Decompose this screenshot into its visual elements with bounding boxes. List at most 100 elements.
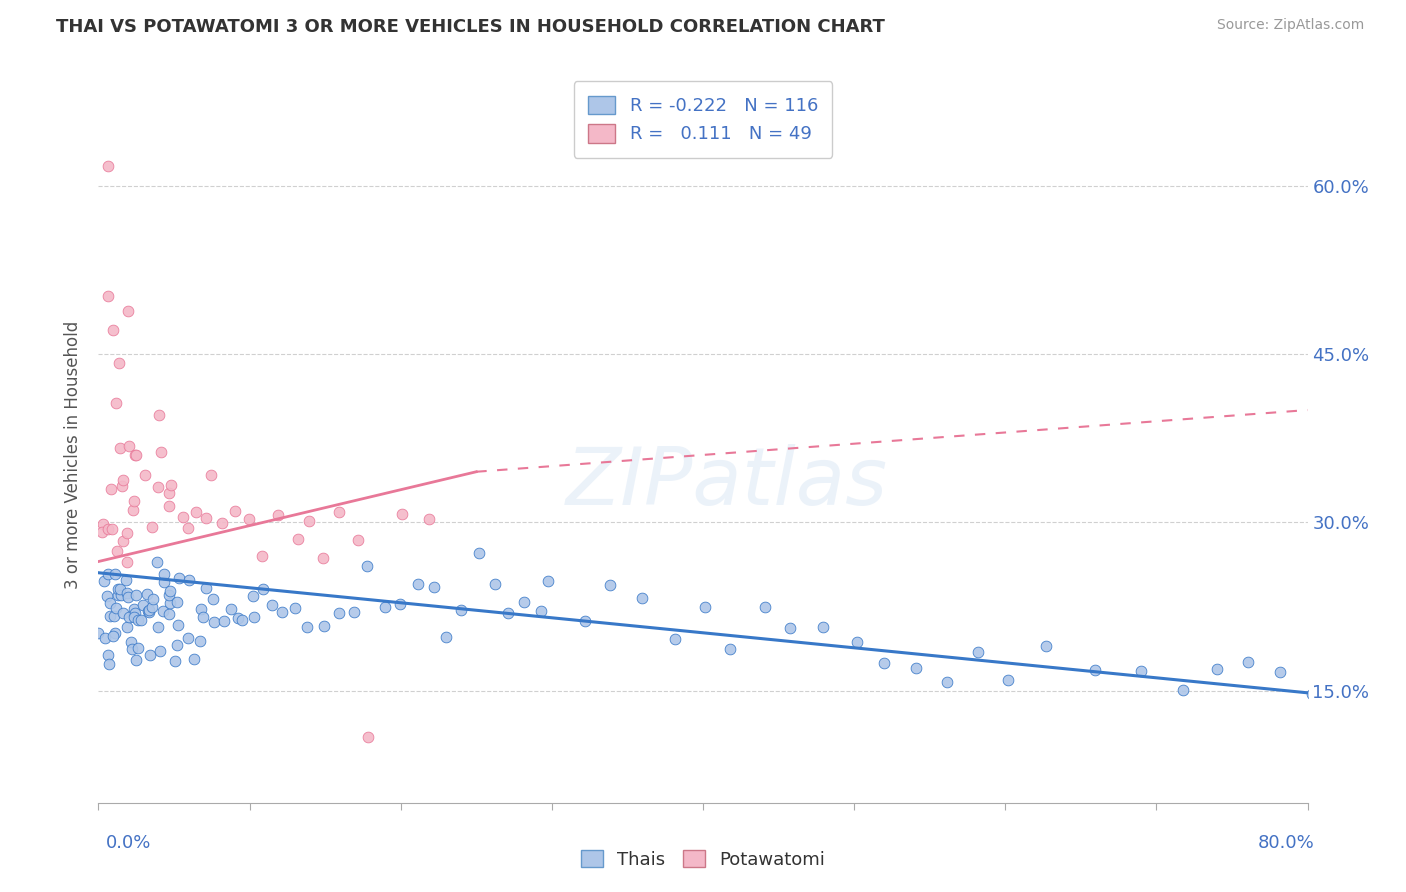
Point <box>754 600 776 615</box>
Point <box>91 516 114 531</box>
Point <box>342 605 364 619</box>
Point <box>148 408 170 422</box>
Text: THAI VS POTAWATOMI 3 OR MORE VEHICLES IN HOUSEHOLD CORRELATION CHART: THAI VS POTAWATOMI 3 OR MORE VEHICLES IN… <box>56 18 886 36</box>
Point <box>202 615 225 630</box>
Point <box>224 504 246 518</box>
Point <box>110 479 132 493</box>
Point <box>153 575 176 590</box>
Point <box>166 638 188 652</box>
Point <box>98 657 121 672</box>
Point <box>1035 639 1057 653</box>
Point <box>183 651 205 665</box>
Point <box>165 654 187 668</box>
Point <box>200 468 222 483</box>
Point <box>664 632 686 646</box>
Point <box>146 555 169 569</box>
Point <box>434 630 457 644</box>
Point <box>718 642 741 657</box>
Point <box>1206 662 1229 676</box>
Text: 0.0%: 0.0% <box>105 834 150 852</box>
Point <box>96 589 118 603</box>
Point <box>101 522 124 536</box>
Point <box>450 602 472 616</box>
Point <box>179 573 201 587</box>
Y-axis label: 3 or more Vehicles in Household: 3 or more Vehicles in Household <box>65 321 83 589</box>
Point <box>346 533 368 547</box>
Point <box>152 567 174 582</box>
Point <box>904 661 927 675</box>
Point <box>1171 683 1194 698</box>
Point <box>226 611 249 625</box>
Point <box>631 591 654 605</box>
Point <box>105 396 128 410</box>
Point <box>496 606 519 620</box>
Point <box>129 614 152 628</box>
Text: ZIPatlas: ZIPatlas <box>567 443 889 522</box>
Point <box>574 614 596 628</box>
Point <box>530 604 553 618</box>
Point <box>105 601 128 615</box>
Point <box>1237 655 1260 669</box>
Point <box>418 512 440 526</box>
Point <box>188 634 211 648</box>
Point <box>152 603 174 617</box>
Text: Source: ZipAtlas.com: Source: ZipAtlas.com <box>1216 18 1364 32</box>
Point <box>135 587 157 601</box>
Point <box>177 521 200 535</box>
Point <box>122 494 145 508</box>
Point <box>122 602 145 616</box>
Point <box>134 468 156 483</box>
Point <box>141 520 163 534</box>
Point <box>112 607 135 621</box>
Point <box>271 605 294 619</box>
Point <box>219 601 242 615</box>
Point <box>1130 665 1153 679</box>
Point <box>177 632 200 646</box>
Point <box>211 516 233 530</box>
Point <box>811 620 834 634</box>
Point <box>194 582 217 596</box>
Point <box>997 673 1019 687</box>
Point <box>172 509 194 524</box>
Point <box>157 499 180 513</box>
Point <box>125 588 148 602</box>
Point <box>169 571 191 585</box>
Point <box>295 620 318 634</box>
Point <box>1084 663 1107 677</box>
Point <box>142 591 165 606</box>
Legend: R = -0.222   N = 116, R =   0.111   N = 49: R = -0.222 N = 116, R = 0.111 N = 49 <box>574 81 832 158</box>
Point <box>201 591 224 606</box>
Point <box>242 610 264 624</box>
Point <box>131 598 153 612</box>
Point <box>138 604 160 618</box>
Point <box>157 588 180 602</box>
Point <box>86 626 108 640</box>
Point <box>356 558 378 573</box>
Point <box>146 619 169 633</box>
Point <box>238 511 260 525</box>
Point <box>935 675 957 690</box>
Point <box>357 730 380 744</box>
Point <box>157 607 180 622</box>
Point <box>389 597 412 611</box>
Point <box>100 483 122 497</box>
Point <box>195 511 218 525</box>
Point <box>779 621 801 635</box>
Point <box>104 567 127 582</box>
Point <box>98 609 121 624</box>
Point <box>374 600 396 615</box>
Point <box>166 617 188 632</box>
Legend: Thais, Potawatomi: Thais, Potawatomi <box>574 843 832 876</box>
Point <box>97 159 120 173</box>
Point <box>97 289 120 303</box>
Point <box>138 603 160 617</box>
Point <box>115 574 138 588</box>
Point <box>127 640 149 655</box>
Point <box>212 614 235 628</box>
Point <box>184 506 207 520</box>
Point <box>103 608 125 623</box>
Point <box>112 473 135 487</box>
Point <box>599 578 621 592</box>
Point <box>121 642 143 657</box>
Point <box>422 580 444 594</box>
